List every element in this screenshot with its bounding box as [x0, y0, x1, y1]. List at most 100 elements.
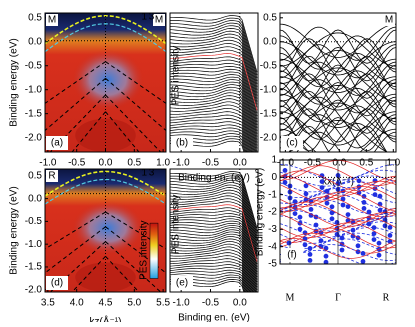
corner-label-bg [383, 14, 395, 26]
curve [170, 133, 247, 152]
band-dot [297, 226, 303, 232]
annotation: 3 [149, 12, 155, 23]
y-tick-label: -1.0 [260, 84, 278, 95]
curve [170, 227, 258, 285]
curve [170, 81, 258, 140]
y-tick-label: 0.0 [28, 193, 42, 204]
curve [288, 125, 388, 152]
curve [170, 56, 258, 114]
curve [280, 90, 396, 126]
x-tick-label: -1.0 [39, 158, 57, 169]
curve [170, 192, 258, 252]
band-dot [356, 178, 362, 184]
curve [170, 213, 258, 270]
x-tick-label: 0.0 [99, 158, 113, 169]
curve [170, 124, 250, 152]
y-tick-label: -4 [268, 241, 277, 252]
band-dot [360, 259, 366, 264]
band-dot [350, 233, 356, 239]
corner-label-bg [46, 14, 58, 26]
curve [170, 231, 258, 290]
y-tick-label: -0.5 [25, 216, 43, 227]
curve [170, 272, 247, 292]
y-tick-label: 0.5 [28, 12, 42, 23]
band-dot [292, 199, 298, 205]
band-dot [372, 192, 378, 198]
curve [170, 59, 258, 117]
curve [170, 249, 253, 292]
band-dot [324, 188, 330, 194]
y-axis-label: Binding energy (eV) [9, 186, 20, 274]
curve [170, 107, 254, 152]
band-dot [345, 212, 351, 218]
curve [170, 269, 248, 292]
curve [49, 94, 106, 152]
curve [280, 111, 396, 146]
curve [170, 233, 258, 292]
band-dot [303, 183, 309, 189]
y-tick-label: -3 [268, 224, 277, 235]
colorbar-label: PES intensity [139, 220, 150, 279]
band-dot [387, 233, 393, 238]
band-dot [340, 196, 346, 202]
panel-label-bg [281, 136, 303, 150]
band-dot [329, 210, 335, 216]
band-dot [382, 223, 388, 229]
x-tick-label: 0.5 [127, 158, 141, 169]
curve [280, 58, 396, 93]
y-tick-label: 0.0 [28, 36, 42, 47]
x-tick-label: 3.5 [41, 298, 55, 309]
curve [170, 92, 258, 152]
curve [280, 99, 396, 134]
curve [170, 267, 249, 292]
y-tick-label: -0.5 [260, 60, 278, 71]
curve [71, 255, 106, 292]
band-dot [387, 225, 393, 230]
y-tick-label: 0.5 [28, 170, 42, 181]
curve [280, 26, 396, 61]
band-dot [360, 251, 366, 256]
y-axis-label: Binding energy (eV) [255, 168, 266, 256]
x-tick-label: 5.5 [156, 298, 170, 309]
y-tick-label: -2 [268, 207, 277, 218]
band-dot [377, 207, 383, 213]
curve [280, 96, 396, 131]
band-dot [355, 243, 361, 249]
band-dot [303, 191, 309, 197]
curve [170, 20, 258, 79]
curve [170, 36, 258, 96]
x-tick-label: -1.0 [173, 298, 191, 309]
panel-content [170, 169, 258, 292]
y-tick-label: -0.5 [25, 60, 43, 71]
corner-label-bg [46, 170, 58, 182]
y-axis-label: PES intensity [171, 195, 182, 254]
x-tick-label: 1.0 [156, 158, 170, 169]
curve [170, 43, 258, 102]
curve [170, 261, 250, 292]
band-dot [323, 245, 329, 251]
panel-label: (c) [286, 138, 298, 149]
annotation: 1 [141, 12, 147, 23]
band-dot [318, 238, 324, 244]
x-tick-label: 0.5 [359, 158, 373, 169]
curve [170, 111, 253, 152]
curve [280, 47, 396, 82]
band-dot [297, 214, 303, 220]
curve [170, 65, 258, 123]
panel-label: (a) [51, 138, 63, 149]
corner-label: M [48, 15, 56, 26]
curve [280, 32, 396, 67]
curve [45, 23, 166, 53]
curve [170, 28, 258, 87]
curve [170, 252, 253, 292]
k-point-label: Γ [335, 292, 341, 303]
curve [170, 222, 258, 280]
band-dot [371, 237, 377, 243]
y-tick-label: -1.5 [260, 108, 278, 119]
x-tick-label: -0.5 [68, 158, 86, 169]
band-dot [345, 204, 351, 210]
y-tick-label: -2.0 [25, 132, 43, 143]
panel-label: (d) [51, 278, 63, 289]
panel-label: (f) [287, 250, 296, 261]
y-axis-label: PES intensity [171, 46, 182, 105]
